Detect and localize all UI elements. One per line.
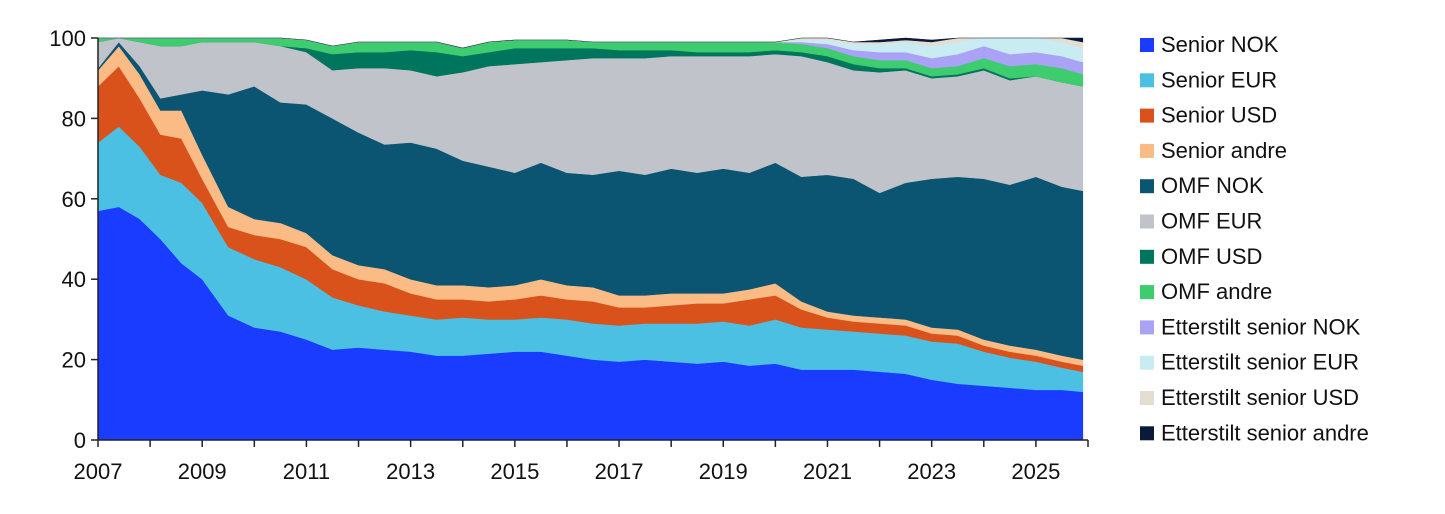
legend-label-etterstilt-senior-andre: Etterstilt senior andre — [1161, 420, 1369, 445]
x-tick-label: 2015 — [490, 459, 539, 484]
y-tick-label: 20 — [62, 348, 86, 373]
x-tick-label: 2023 — [907, 459, 956, 484]
legend-label-omf-usd: OMF USD — [1161, 244, 1262, 269]
legend-swatch-etterstilt-senior-andre — [1140, 426, 1154, 441]
legend-swatch-omf-nok — [1140, 179, 1154, 194]
legend-swatch-omf-eur — [1140, 214, 1154, 229]
x-tick-label: 2007 — [74, 459, 123, 484]
legend-swatch-omf-usd — [1140, 249, 1154, 264]
legend-label-omf-andre: OMF andre — [1161, 279, 1272, 304]
legend-swatch-senior-usd — [1140, 108, 1154, 123]
legend-label-omf-nok: OMF NOK — [1161, 173, 1264, 198]
x-tick-label: 2009 — [178, 459, 227, 484]
legend-swatch-etterstilt-senior-usd — [1140, 391, 1154, 405]
legend-swatch-senior-eur — [1140, 73, 1154, 88]
legend-label-senior-usd: Senior USD — [1161, 103, 1277, 128]
legend-label-senior-andre: Senior andre — [1161, 138, 1287, 163]
legend-label-etterstilt-senior-nok: Etterstilt senior NOK — [1161, 314, 1361, 339]
legend-label-omf-eur: OMF EUR — [1161, 209, 1262, 234]
legend-label-senior-nok: Senior NOK — [1161, 32, 1279, 57]
axes — [97, 38, 1088, 441]
x-tick-labels: 2007 2009 2011 2013 2015 2017 2019 2021 2023 2025 — [74, 440, 1089, 484]
legend-swatch-etterstilt-senior-nok — [1140, 320, 1154, 335]
y-tick-label: 60 — [62, 187, 86, 212]
legend-swatch-senior-nok — [1140, 38, 1154, 52]
legend-label-senior-eur: Senior EUR — [1161, 67, 1277, 92]
legend-swatch-omf-andre — [1140, 285, 1154, 300]
legend-label-etterstilt-senior-usd: Etterstilt senior USD — [1161, 385, 1359, 410]
legend-label-etterstilt-senior-eur: Etterstilt senior EUR — [1161, 350, 1359, 375]
x-tick-label: 2017 — [595, 459, 644, 484]
legend-swatch-senior-andre — [1140, 143, 1154, 158]
legend-swatch-etterstilt-senior-eur — [1140, 355, 1154, 370]
y-tick-labels: 0 20 40 60 80 100 — [49, 26, 98, 453]
y-tick-label: 100 — [49, 26, 86, 51]
area-layer — [97, 37, 1084, 441]
y-tick-label: 40 — [62, 267, 86, 292]
area-etterstilt-senior-andre — [98, 37, 1084, 49]
y-tick-label: 0 — [74, 428, 86, 453]
x-tick-label: 2013 — [386, 459, 435, 484]
y-tick-label: 80 — [62, 106, 86, 131]
x-tick-label: 2025 — [1011, 459, 1060, 484]
x-tick-label: 2011 — [283, 459, 330, 484]
legend: Senior NOK Senior EUR Senior USD Senior and… — [1140, 32, 1369, 445]
x-tick-label: 2021 — [803, 459, 852, 484]
x-tick-label: 2019 — [699, 459, 748, 484]
